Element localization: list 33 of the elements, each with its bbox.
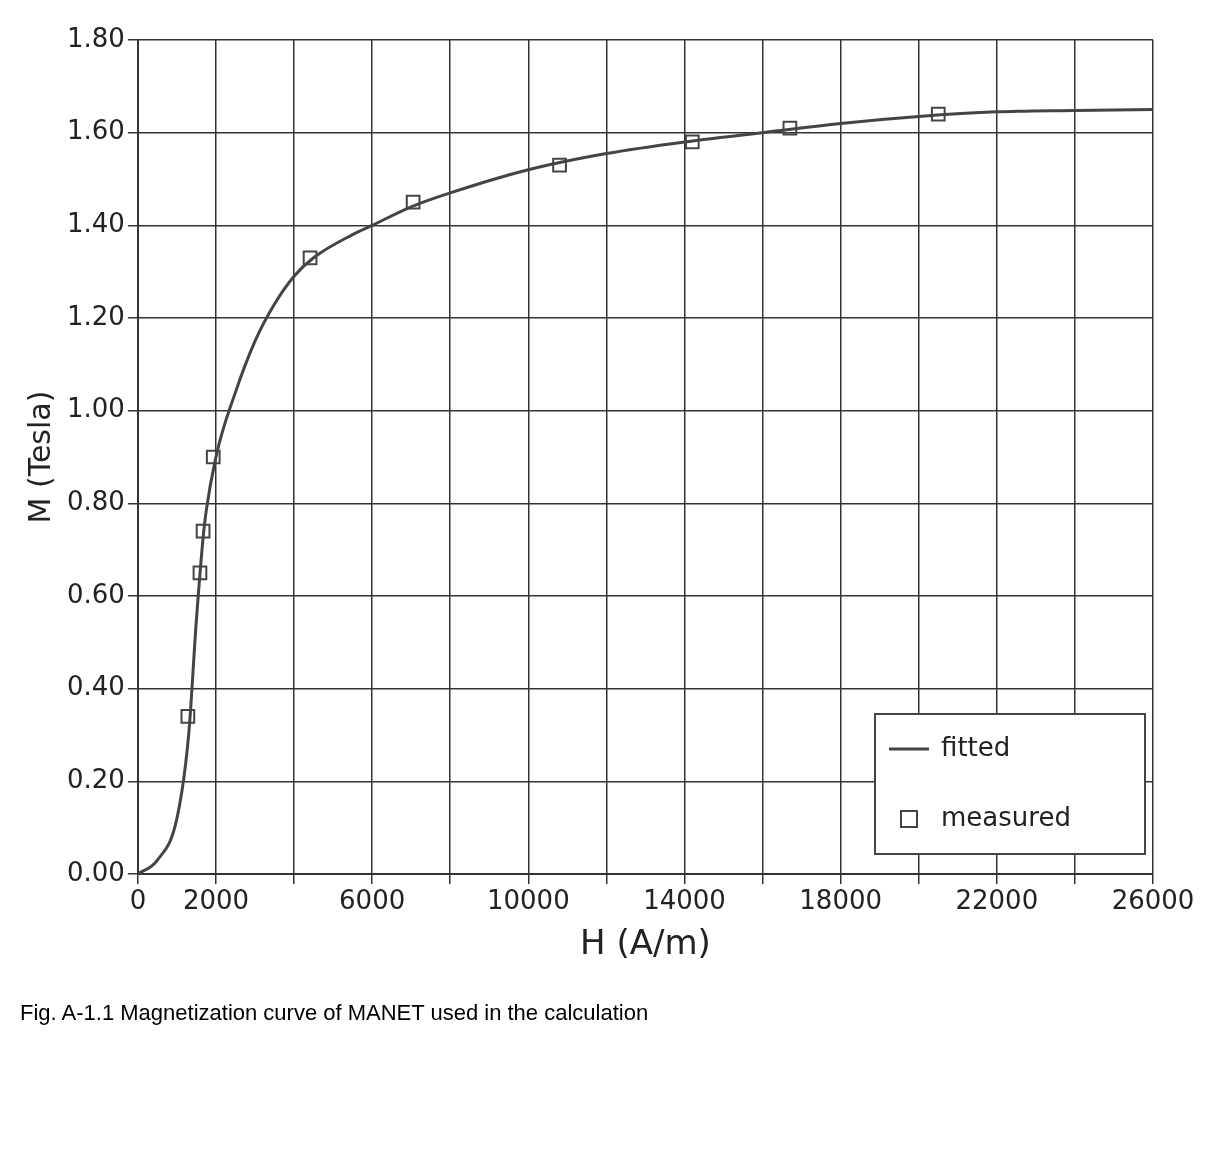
y-axis-title: M (Tesla) [21, 390, 57, 524]
x-tick-label: 18000 [799, 885, 883, 916]
point [405, 194, 421, 210]
point [782, 120, 798, 136]
legend-label: measured [941, 801, 1071, 832]
y-tick-label: 1.40 [67, 208, 125, 239]
x-tick-label: 26000 [1111, 885, 1195, 916]
x-tick-label: 10000 [486, 885, 570, 916]
point [192, 565, 208, 581]
y-tick-label: 0.40 [67, 671, 125, 702]
point [205, 449, 221, 465]
text: Fig. A-1.1 Magnetization curve of MANET used in the calculation [20, 1000, 649, 1026]
x-tick-label: 0 [129, 885, 147, 916]
point [684, 134, 700, 150]
point [302, 250, 318, 266]
y-tick-label: 1.20 [67, 300, 125, 331]
point [195, 523, 211, 539]
legend-label: fitted [941, 731, 1011, 762]
x-tick-label: 6000 [339, 885, 406, 916]
point [552, 157, 567, 173]
y-tick-label: 0.00 [67, 856, 125, 887]
y-tick-label: 1.80 [67, 22, 125, 53]
point [930, 106, 946, 122]
y-tick-label: 0.20 [67, 764, 125, 795]
x-tick-label: 22000 [955, 885, 1039, 916]
y-tick-label: 1.60 [67, 115, 125, 146]
x-tick-label: 2000 [182, 885, 250, 916]
y-tick-label: 0.60 [67, 578, 125, 609]
y-tick-label: 0.80 [67, 486, 125, 517]
x-axis-title: H (A/m) [580, 922, 711, 963]
point [180, 709, 196, 724]
x-tick-label: 14000 [643, 885, 726, 916]
y-tick-label: 1.00 [67, 393, 125, 424]
